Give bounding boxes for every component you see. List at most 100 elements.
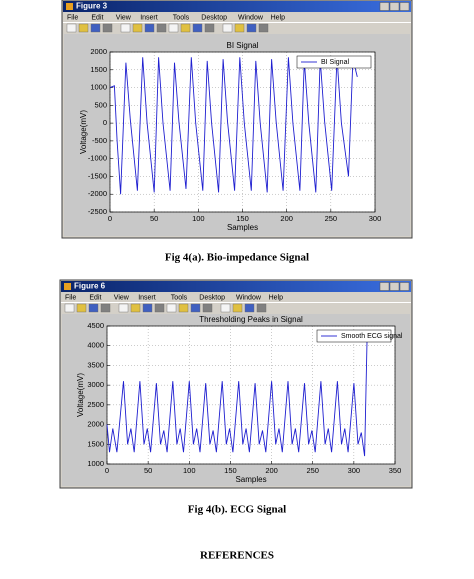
menu-item[interactable]: View [114, 294, 130, 301]
toolbar-button[interactable] [180, 23, 191, 33]
toolbar-button[interactable] [256, 303, 267, 313]
toolbar-button[interactable] [76, 303, 87, 313]
title-bar [61, 281, 411, 292]
legend-box [296, 55, 372, 69]
caption: Fig 4(b). ECG Signal [188, 504, 286, 516]
toolbar-button[interactable] [258, 23, 269, 33]
toolbar-button[interactable] [88, 303, 99, 313]
x-tick-label: 50 [144, 466, 152, 475]
toolbar-button[interactable] [130, 303, 141, 313]
x-tick-label: 350 [389, 466, 402, 475]
plot-area [107, 326, 395, 464]
toolbar-button[interactable] [156, 23, 167, 33]
legend-label: Smooth ECG signal [341, 333, 403, 340]
y-tick-label: 1000 [90, 83, 107, 92]
y-tick-label: 500 [94, 100, 107, 109]
toolbar-button[interactable] [190, 303, 201, 313]
x-tick-label: 250 [306, 466, 319, 475]
y-tick-label: 1000 [87, 459, 104, 468]
caption: Fig 4(a). Bio-impedance Signal [165, 252, 309, 264]
menu-item[interactable]: Desktop [201, 14, 227, 21]
toolbar-button[interactable] [222, 23, 233, 33]
toolbar-button[interactable] [204, 23, 215, 33]
y-tick-label: -1500 [88, 171, 107, 180]
toolbar-button[interactable] [144, 23, 155, 33]
menu-item[interactable]: File [67, 14, 78, 21]
toolbar-button[interactable] [102, 23, 113, 33]
menu-item[interactable]: Insert [138, 294, 156, 301]
x-tick-label: 50 [150, 214, 158, 223]
section-heading: REFERENCES [200, 550, 274, 562]
toolbar-button[interactable] [232, 303, 243, 313]
menu-item[interactable]: View [116, 14, 132, 21]
x-tick-label: 300 [369, 214, 382, 223]
toolbar-button[interactable] [100, 303, 111, 313]
chart-title: Thresholding Peaks in Signal [199, 315, 303, 324]
menu-item[interactable]: Window [236, 294, 262, 301]
toolbar-button[interactable] [178, 303, 189, 313]
x-axis-label: Samples [227, 223, 258, 232]
toolbar-button[interactable] [142, 303, 153, 313]
y-tick-label: 2500 [87, 400, 104, 409]
chart-title: BI Signal [226, 41, 258, 50]
toolbar-button[interactable] [90, 23, 101, 33]
y-tick-label: 3000 [87, 380, 104, 389]
legend-box [316, 329, 392, 343]
x-tick-label: 100 [192, 214, 205, 223]
menu-item[interactable]: Tools [171, 294, 188, 301]
y-axis-label: Voltage(mV) [76, 373, 85, 417]
x-tick-label: 150 [236, 214, 249, 223]
y-tick-label: -500 [92, 136, 107, 145]
title-bar [63, 1, 411, 12]
y-tick-label: 3500 [87, 360, 104, 369]
toolbar-button[interactable] [220, 303, 231, 313]
y-tick-label: 2000 [90, 47, 107, 56]
toolbar-button[interactable] [168, 23, 179, 33]
toolbar-button[interactable] [118, 303, 129, 313]
axes-box [106, 325, 396, 465]
toolbar-button[interactable] [78, 23, 89, 33]
menu-item[interactable]: Desktop [199, 294, 225, 301]
x-tick-label: 200 [265, 466, 278, 475]
axes-box [109, 51, 376, 213]
x-tick-label: 0 [108, 214, 112, 223]
y-tick-label: 1500 [87, 439, 104, 448]
toolbar-button[interactable] [246, 23, 257, 33]
menu-item[interactable]: File [65, 294, 76, 301]
toolbar-button[interactable] [64, 303, 75, 313]
window-icon [64, 283, 71, 290]
menu-item[interactable]: Window [238, 14, 264, 21]
toolbar-button[interactable] [234, 23, 245, 33]
toolbar-button[interactable] [120, 23, 131, 33]
menu-item[interactable]: Edit [89, 294, 101, 301]
toolbar-button[interactable] [132, 23, 143, 33]
x-tick-label: 300 [348, 466, 361, 475]
toolbar-button[interactable] [192, 23, 203, 33]
toolbar-button[interactable] [166, 303, 177, 313]
menu-item[interactable]: Help [269, 294, 284, 301]
data-line [106, 341, 368, 457]
window-button[interactable] [379, 2, 390, 11]
window-icon [66, 3, 73, 10]
x-tick-label: 100 [183, 466, 196, 475]
y-tick-label: -1000 [88, 154, 107, 163]
window-button[interactable] [399, 2, 410, 11]
window-button[interactable] [379, 282, 390, 291]
window-button[interactable] [389, 282, 400, 291]
menu-item[interactable]: Tools [173, 14, 190, 21]
y-tick-label: 0 [103, 118, 107, 127]
toolbar-button[interactable] [202, 303, 213, 313]
toolbar-button[interactable] [244, 303, 255, 313]
y-tick-label: 1500 [90, 65, 107, 74]
menu-item[interactable]: Edit [91, 14, 103, 21]
toolbar-button[interactable] [154, 303, 165, 313]
x-tick-label: 0 [105, 466, 109, 475]
menu-item[interactable]: Help [271, 14, 286, 21]
window-title: Figure 6 [74, 282, 106, 291]
toolbar-button[interactable] [66, 23, 77, 33]
window-button[interactable] [399, 282, 410, 291]
menu-item[interactable]: Insert [140, 14, 158, 21]
y-axis-label: Voltage(mV) [79, 110, 88, 154]
window-button[interactable] [389, 2, 400, 11]
